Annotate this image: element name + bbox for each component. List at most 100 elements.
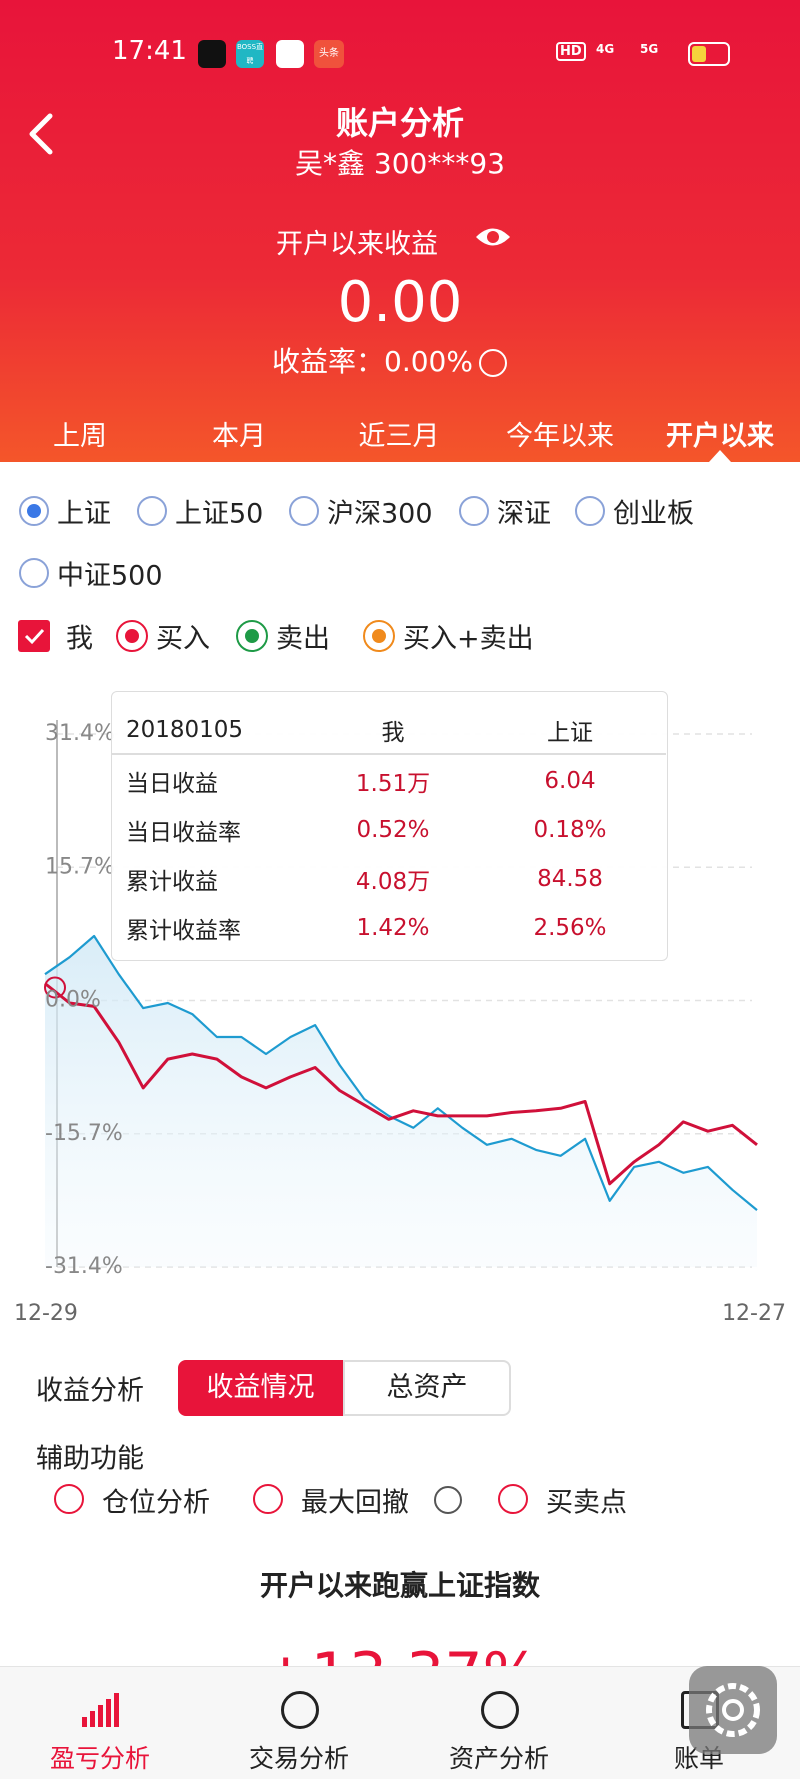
earnings-label: 开户以来收益 [276, 229, 438, 260]
y-tick-label: -15.7% [45, 1121, 123, 1146]
status-5g: 5G [640, 42, 659, 56]
aux-radio[interactable] [253, 1484, 283, 1514]
index-option[interactable]: 沪深300 [327, 498, 433, 530]
radio[interactable] [459, 496, 489, 526]
icon-shape [481, 1691, 519, 1729]
tooltip-value: 0.18% [533, 817, 607, 843]
bottom-nav: 盈亏分析 交易分析 资产分析 账单 [0, 1666, 800, 1779]
tab[interactable]: 今年以来 [506, 421, 614, 452]
tooltip-col: 上证 [547, 720, 593, 746]
status-time: 17:41 [112, 36, 187, 66]
floating-tool[interactable] [689, 1666, 777, 1754]
back-button[interactable] [26, 112, 56, 156]
index-option[interactable]: 上证50 [175, 498, 264, 530]
aux-radio[interactable] [54, 1484, 84, 1514]
aux-label: 辅助功能 [36, 1443, 144, 1475]
legend-dot [125, 629, 139, 643]
earnings-value: 0.00 [337, 270, 463, 335]
gear-icon [706, 1683, 760, 1737]
me-checkbox[interactable] [18, 620, 50, 652]
legend-radio[interactable] [363, 620, 395, 652]
tooltip-value: 84.58 [537, 866, 603, 892]
index-option[interactable]: 中证500 [57, 560, 163, 592]
nav-label[interactable]: 盈亏分析 [49, 1744, 150, 1773]
nav-icon[interactable] [479, 1691, 519, 1729]
tab-indicator [709, 450, 731, 462]
tab[interactable]: 近三月 [358, 421, 440, 452]
tooltip-label: 当日收益率 [126, 820, 241, 846]
gear-ring [706, 1683, 760, 1737]
nav-icon[interactable] [279, 1691, 319, 1729]
radio[interactable] [137, 496, 167, 526]
legend-label: 买入+卖出 [403, 623, 534, 655]
y-tick-label: -31.4% [45, 1254, 123, 1279]
aux-option[interactable]: 买卖点 [546, 1487, 627, 1519]
icon-bar [114, 1693, 119, 1727]
radio[interactable] [19, 496, 49, 526]
aux-option[interactable]: 仓位分析 [102, 1487, 210, 1519]
tooltip-value: 4.08万 [355, 869, 431, 895]
tab[interactable]: 开户以来 [666, 421, 774, 452]
radio[interactable] [289, 496, 319, 526]
nav-label[interactable]: 交易分析 [248, 1744, 349, 1773]
rate-line: 收益率：0.00% [272, 340, 507, 380]
index-option[interactable]: 上证 [57, 498, 111, 530]
aux-radio[interactable] [498, 1484, 528, 1514]
tooltip-divider [112, 753, 666, 755]
tooltip-value: 2.56% [533, 915, 607, 941]
radio[interactable] [19, 558, 49, 588]
legend-dot [372, 629, 386, 643]
beat-title: 开户以来跑赢上证指数 [259, 1569, 540, 1602]
y-tick-label: 15.7% [45, 854, 115, 879]
battery [688, 42, 730, 66]
tab[interactable]: 上周 [53, 421, 107, 452]
icon-bar [82, 1717, 87, 1727]
analysis-label: 收益分析 [36, 1375, 144, 1407]
series-line [44, 934, 758, 1211]
me-label: 我 [66, 623, 93, 655]
legend-radio[interactable] [236, 620, 268, 652]
legend-dot [245, 629, 259, 643]
aux-option[interactable]: 最大回撤 [301, 1487, 409, 1519]
radio[interactable] [575, 496, 605, 526]
tooltip-col: 我 [381, 720, 405, 746]
back-arrow [29, 113, 53, 155]
legend-label: 买入 [156, 623, 210, 655]
app-icon: BOSS直聘 [236, 40, 264, 68]
series-line [44, 982, 758, 1186]
tooltip-label: 当日收益 [126, 771, 218, 797]
eye-icon[interactable] [474, 224, 512, 250]
tab[interactable]: 本月 [212, 421, 266, 452]
check-mark [24, 628, 45, 645]
header-background [0, 0, 800, 462]
tooltip: 20180105 我 上证 当日收益 1.51万 6.04 当日收益率 0.52% 0.18% 累… [111, 691, 668, 961]
analysis-button[interactable]: 收益情况 [178, 1360, 343, 1416]
analysis-button[interactable]: 总资产 [343, 1360, 511, 1416]
icon-bar [90, 1711, 95, 1727]
nav-icon[interactable] [80, 1691, 120, 1729]
x-tick-label: 12-29 [14, 1301, 78, 1326]
legend-label: 卖出 [276, 623, 330, 655]
tooltip-date: 20180105 [126, 717, 244, 743]
tooltip-value: 1.42% [356, 915, 430, 941]
x-tick-label: 12-27 [722, 1301, 786, 1326]
rate-label: 收益率： [272, 345, 385, 378]
help-icon[interactable] [478, 349, 507, 377]
tooltip-label: 累计收益率 [126, 918, 241, 944]
page-title: 账户分析 [335, 104, 464, 142]
icon-bar [106, 1699, 111, 1727]
y-tick-label: 31.4% [45, 721, 115, 746]
legend-radio[interactable] [116, 620, 148, 652]
check-icon [24, 628, 45, 645]
icon-shape [281, 1691, 319, 1729]
help-icon[interactable] [434, 1486, 462, 1514]
battery-level [692, 46, 706, 62]
area [45, 936, 757, 1267]
gear-hub [722, 1699, 744, 1721]
index-option[interactable]: 创业板 [613, 498, 694, 530]
index-option[interactable]: 深证 [497, 498, 551, 530]
app-icon: 头条 [314, 40, 344, 68]
app-icon [198, 40, 226, 68]
nav-label[interactable]: 资产分析 [448, 1744, 549, 1773]
